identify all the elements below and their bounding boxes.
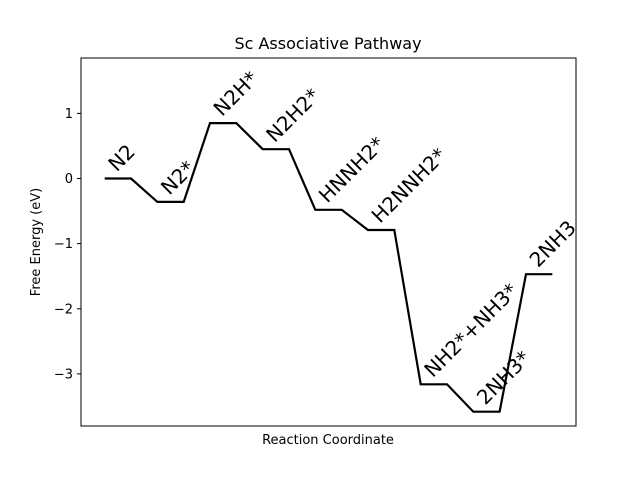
y-tick-label: −3	[54, 367, 73, 382]
y-tick-label: 1	[65, 107, 73, 122]
y-tick-label: −2	[54, 302, 73, 317]
chart-title: Sc Associative Pathway	[234, 34, 421, 53]
energy-pathway-line	[104, 122, 553, 413]
plot-area: N2 N2*N2H*N2H2*HNNH2*H2NNH2*NH2*+NH3*2NH3…	[103, 66, 581, 413]
y-tick-label: −1	[54, 237, 73, 252]
step-label: N2*	[156, 156, 200, 200]
y-tick-label: 0	[65, 172, 73, 187]
y-axis-label: Free Energy (eV)	[29, 188, 44, 296]
plot-frame	[80, 57, 577, 427]
step-label: 2NH3*	[472, 346, 535, 409]
step-label: 2NH3	[525, 216, 581, 272]
y-axis: 1 0 −1 −2 −3	[54, 107, 81, 382]
step-label: N2	[103, 139, 140, 176]
step-label: N2H*	[209, 66, 263, 120]
x-axis-label: Reaction Coordinate	[262, 433, 394, 448]
step-label: N2H2*	[261, 83, 324, 146]
step-label: HNNH2*	[314, 132, 389, 207]
